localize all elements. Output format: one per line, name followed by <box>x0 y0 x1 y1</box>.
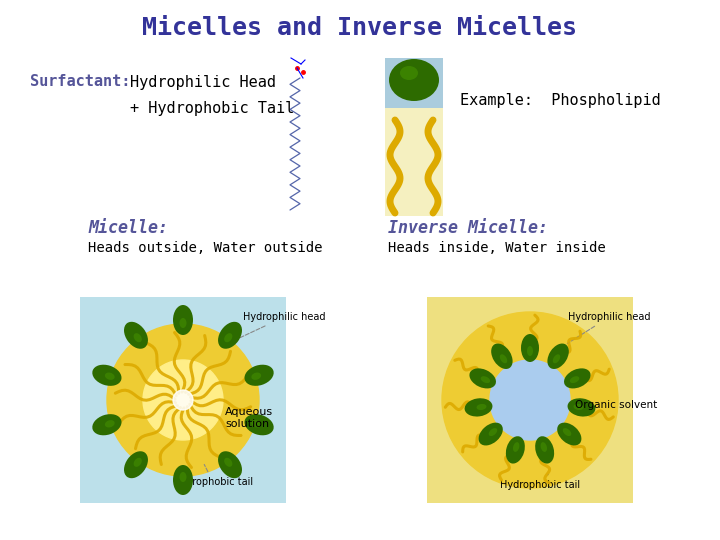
Bar <box>80 297 286 503</box>
Ellipse shape <box>92 364 122 386</box>
Ellipse shape <box>500 354 507 363</box>
Ellipse shape <box>105 373 114 380</box>
Ellipse shape <box>489 428 498 436</box>
Ellipse shape <box>124 322 148 349</box>
Ellipse shape <box>553 354 560 363</box>
Ellipse shape <box>134 333 142 342</box>
Text: + Hydrophobic Tail: + Hydrophobic Tail <box>130 100 294 116</box>
Ellipse shape <box>245 414 274 435</box>
Ellipse shape <box>567 399 595 416</box>
Ellipse shape <box>521 334 539 362</box>
Text: Organic solvent: Organic solvent <box>575 400 657 410</box>
Text: Example:  Phospholipid: Example: Phospholipid <box>460 92 661 107</box>
Circle shape <box>173 390 193 410</box>
Ellipse shape <box>218 451 242 478</box>
Ellipse shape <box>563 428 571 436</box>
Text: Hydrophilic Head: Hydrophilic Head <box>130 75 276 90</box>
Ellipse shape <box>134 458 142 467</box>
Ellipse shape <box>570 376 580 383</box>
Ellipse shape <box>477 404 487 410</box>
Ellipse shape <box>564 368 590 388</box>
Text: Micelles and Inverse Micelles: Micelles and Inverse Micelles <box>143 16 577 40</box>
Ellipse shape <box>527 346 533 356</box>
Ellipse shape <box>479 423 503 445</box>
Ellipse shape <box>179 318 186 328</box>
Ellipse shape <box>224 333 233 342</box>
Bar <box>385 108 443 216</box>
Ellipse shape <box>173 305 193 335</box>
Ellipse shape <box>92 414 122 435</box>
Circle shape <box>442 312 618 488</box>
Ellipse shape <box>541 442 547 452</box>
Text: Aqueous
solution: Aqueous solution <box>225 407 273 429</box>
Ellipse shape <box>251 373 261 380</box>
Ellipse shape <box>179 472 186 482</box>
Bar <box>385 58 443 108</box>
Ellipse shape <box>173 465 193 495</box>
Ellipse shape <box>124 451 148 478</box>
Ellipse shape <box>251 420 261 428</box>
Text: Hydrophobic tail: Hydrophobic tail <box>173 464 253 487</box>
Bar <box>80 297 286 503</box>
Text: Hydrophobic tail: Hydrophobic tail <box>500 474 580 490</box>
Ellipse shape <box>224 458 233 467</box>
Text: Inverse Micelle:: Inverse Micelle: <box>388 219 548 237</box>
Circle shape <box>143 360 223 440</box>
Circle shape <box>107 324 259 476</box>
Ellipse shape <box>547 343 569 369</box>
Ellipse shape <box>506 436 525 463</box>
Ellipse shape <box>464 399 492 416</box>
Ellipse shape <box>389 59 439 101</box>
Ellipse shape <box>557 423 582 445</box>
Ellipse shape <box>535 436 554 463</box>
Ellipse shape <box>574 404 583 410</box>
Text: Heads outside, Water outside: Heads outside, Water outside <box>88 241 323 255</box>
Ellipse shape <box>218 322 242 349</box>
Text: Micelle:: Micelle: <box>88 219 168 237</box>
Ellipse shape <box>491 343 513 369</box>
Text: Heads inside, Water inside: Heads inside, Water inside <box>388 241 606 255</box>
Text: Hydrophilic head: Hydrophilic head <box>567 312 650 343</box>
Ellipse shape <box>469 368 496 388</box>
Ellipse shape <box>513 442 519 452</box>
Ellipse shape <box>105 420 114 428</box>
Ellipse shape <box>245 364 274 386</box>
Ellipse shape <box>481 376 490 383</box>
Ellipse shape <box>400 66 418 80</box>
Text: Hydrophilic head: Hydrophilic head <box>238 312 325 339</box>
Text: Surfactant:: Surfactant: <box>30 75 130 90</box>
Bar <box>427 297 633 503</box>
Circle shape <box>490 360 570 440</box>
